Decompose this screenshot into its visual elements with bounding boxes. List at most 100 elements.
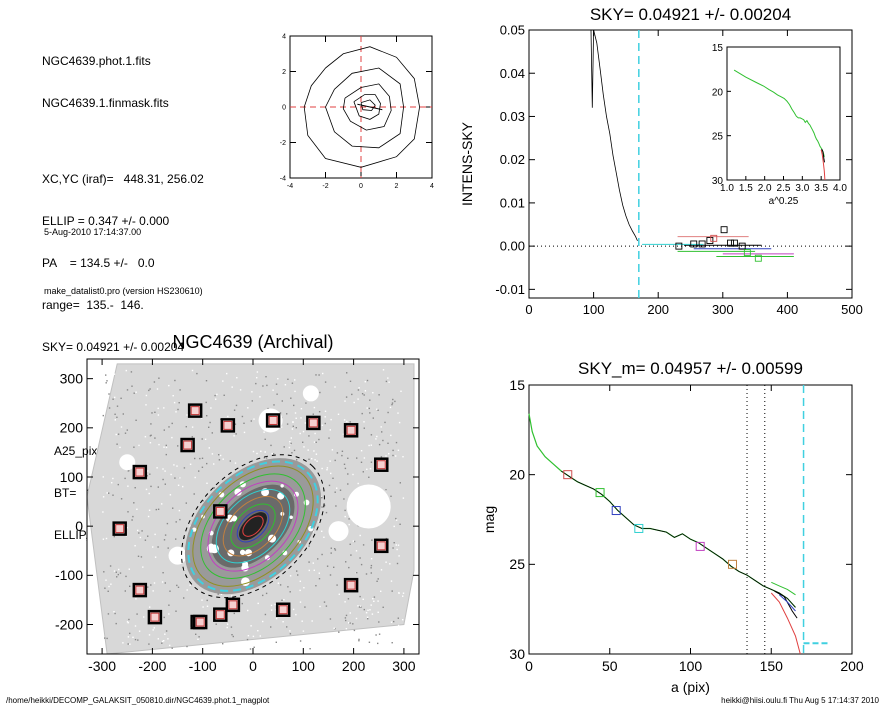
- noise-dot: [164, 534, 167, 536]
- noise-dot: [163, 616, 165, 619]
- noise-dot: [105, 382, 107, 384]
- noise-dot: [349, 421, 351, 423]
- noise-dot: [329, 574, 332, 576]
- noise-dot: [120, 498, 123, 500]
- info-line: NGC4639.phot.1.fits: [42, 54, 151, 68]
- noise-dot: [162, 468, 164, 470]
- noise-dot: [147, 586, 149, 588]
- noise-dot: [390, 434, 392, 437]
- noise-dot: [161, 642, 163, 644]
- noise-dot: [363, 394, 365, 396]
- noise-dot: [255, 382, 257, 385]
- noise-dot: [175, 610, 177, 612]
- noise-dot: [380, 456, 383, 458]
- noise-dot: [341, 454, 343, 457]
- noise-dot: [352, 623, 354, 625]
- noise-dot: [313, 569, 315, 571]
- noise-dot: [144, 539, 147, 541]
- noise-dot: [154, 533, 156, 536]
- noise-dot: [140, 556, 143, 558]
- noise-dot: [231, 386, 233, 388]
- noise-dot: [373, 600, 375, 602]
- noise-dot: [322, 372, 324, 375]
- sky-box-inner: [346, 580, 356, 590]
- noise-dot: [382, 369, 385, 371]
- noise-dot: [295, 417, 297, 419]
- noise-dot: [116, 405, 119, 407]
- intensity-ylabel: INTENS-SKY: [459, 121, 475, 206]
- noise-dot: [112, 477, 114, 480]
- noise-dot: [344, 400, 346, 402]
- noise-dot: [118, 568, 120, 571]
- sky-box-inner: [135, 585, 145, 595]
- mask-blob: [168, 546, 187, 565]
- noise-dot: [148, 643, 150, 645]
- noise-dot: [125, 575, 127, 578]
- noise-dot: [362, 471, 364, 473]
- noise-dot: [164, 470, 166, 472]
- noise-dot: [222, 458, 224, 460]
- mask-dot: [289, 515, 293, 520]
- noise-dot: [251, 391, 253, 393]
- noise-dot: [256, 452, 258, 455]
- noise-dot: [329, 460, 331, 462]
- noise-dot: [198, 470, 200, 472]
- noise-dot: [259, 635, 261, 637]
- isophote-ellipse: [215, 488, 291, 564]
- noise-dot: [259, 396, 261, 398]
- noise-dot: [378, 443, 381, 446]
- noise-dot: [150, 584, 152, 586]
- noise-dot: [226, 626, 228, 629]
- noise-dot: [202, 606, 204, 608]
- noise-dot: [126, 527, 128, 529]
- noise-dot: [124, 432, 127, 434]
- galaxy-image: [86, 363, 415, 655]
- noise-dot: [349, 543, 351, 545]
- inset-x-tick-label: 1.5: [739, 183, 753, 194]
- noise-dot: [157, 486, 159, 488]
- x-tick-label: 0: [525, 302, 532, 317]
- sky-point: [690, 240, 698, 248]
- noise-dot: [168, 426, 170, 428]
- noise-dot: [367, 609, 369, 611]
- noise-dot: [300, 408, 303, 410]
- noise-dot: [313, 441, 316, 443]
- noise-dot: [274, 603, 276, 606]
- noise-dot: [283, 599, 285, 601]
- noise-dot: [193, 493, 195, 495]
- noise-dot: [163, 429, 165, 431]
- noise-dot: [376, 408, 378, 410]
- mag-marker: [727, 559, 737, 569]
- noise-dot: [391, 402, 394, 404]
- noise-dot: [303, 446, 305, 448]
- noise-dot: [176, 465, 178, 467]
- noise-dot: [397, 617, 399, 619]
- mag-tail-blue: [778, 594, 796, 612]
- noise-dot: [369, 609, 371, 611]
- noise-dot: [117, 483, 119, 486]
- noise-dot: [345, 628, 348, 630]
- noise-dot: [113, 570, 116, 572]
- noise-dot: [148, 492, 150, 495]
- y-tick-label: 0.05: [500, 23, 525, 38]
- noise-dot: [352, 637, 354, 639]
- noise-dot: [360, 461, 363, 463]
- noise-dot: [270, 604, 273, 607]
- noise-dot: [385, 380, 388, 383]
- y-tick-label: -4: [280, 175, 286, 182]
- y-tick-label: 0: [75, 518, 83, 534]
- noise-dot: [334, 548, 336, 550]
- sky-point: [675, 242, 683, 250]
- noise-dot: [219, 454, 222, 457]
- noise-dot: [162, 572, 164, 574]
- noise-dot: [156, 467, 158, 469]
- noise-dot: [347, 483, 349, 485]
- noise-dot: [299, 601, 302, 603]
- noise-dot: [286, 423, 289, 425]
- noise-dot: [116, 443, 118, 445]
- y-tick-label: -200: [55, 616, 83, 632]
- noise-dot: [129, 643, 131, 645]
- noise-dot: [290, 397, 292, 399]
- noise-dot: [302, 630, 305, 632]
- noise-dot: [361, 412, 363, 415]
